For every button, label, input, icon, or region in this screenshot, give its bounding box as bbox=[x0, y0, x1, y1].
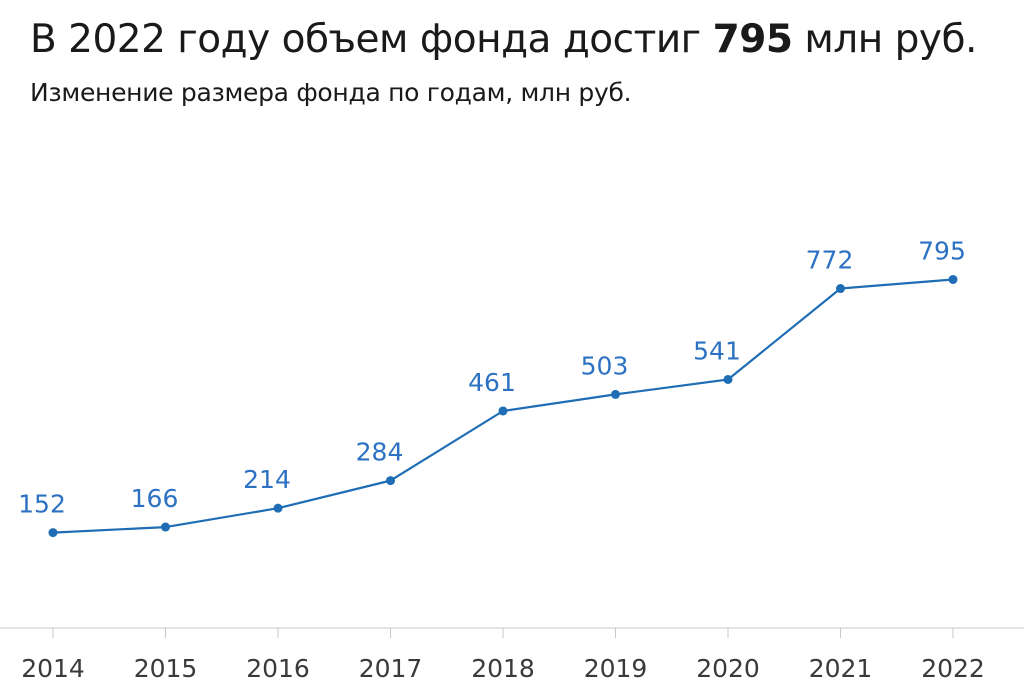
data-label-2021: 772 bbox=[806, 246, 854, 275]
x-tick-label-2022: 2022 bbox=[921, 654, 985, 683]
data-labels: 152 166 214 284 461 503 541 772 795 bbox=[18, 236, 966, 518]
data-point-2019 bbox=[611, 389, 620, 399]
title-highlight-value: 795 bbox=[712, 17, 793, 62]
data-label-2020: 541 bbox=[693, 336, 741, 365]
data-point-2017 bbox=[386, 476, 395, 486]
data-point-2020 bbox=[723, 374, 733, 384]
x-tick-label-2020: 2020 bbox=[696, 654, 760, 683]
chart-subtitle: Изменение размера фонда по годам, млн ру… bbox=[30, 78, 632, 107]
series-line bbox=[52, 278, 954, 534]
x-tick-label-2018: 2018 bbox=[471, 654, 535, 683]
x-tick-label-2014: 2014 bbox=[21, 654, 85, 683]
data-label-2018: 461 bbox=[468, 368, 516, 397]
data-point-2022 bbox=[948, 274, 958, 284]
data-point-2014 bbox=[48, 528, 58, 538]
data-point-2016 bbox=[273, 503, 283, 513]
x-tick-label-2017: 2017 bbox=[359, 654, 423, 683]
data-point-2018 bbox=[498, 406, 508, 416]
data-label-2014: 152 bbox=[18, 490, 66, 519]
data-point-2015 bbox=[161, 522, 170, 532]
x-tick-label-2015: 2015 bbox=[134, 654, 198, 683]
title-suffix: млн руб. bbox=[792, 17, 977, 62]
data-label-2017: 284 bbox=[356, 438, 404, 467]
title-prefix: В 2022 году объем фонда достиг bbox=[30, 17, 713, 62]
data-label-2022: 795 bbox=[918, 236, 966, 265]
x-tick-labels: 2014 2015 2016 2017 2018 2019 2020 2021 2022 bbox=[21, 654, 985, 683]
chart-title: В 2022 году объем фонда достиг 795 млн р… bbox=[30, 17, 977, 63]
x-axis bbox=[0, 627, 1024, 638]
data-label-2015: 166 bbox=[131, 484, 179, 513]
data-label-2019: 503 bbox=[581, 351, 629, 380]
x-tick-label-2021: 2021 bbox=[809, 654, 873, 683]
x-tick-label-2016: 2016 bbox=[246, 654, 310, 683]
data-label-2016: 214 bbox=[243, 465, 291, 494]
data-point-2021 bbox=[836, 284, 845, 294]
data-points bbox=[48, 274, 958, 538]
x-tick-label-2019: 2019 bbox=[584, 654, 648, 683]
series-line-group bbox=[52, 278, 954, 534]
